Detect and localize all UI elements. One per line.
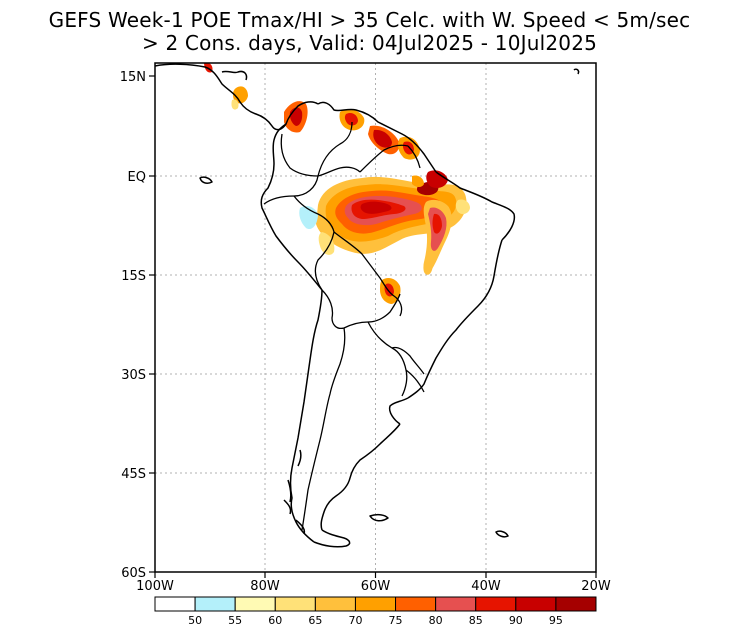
colorbar-label: 80 [429, 614, 443, 627]
colorbar-label: 90 [509, 614, 523, 627]
colorbar-swatch [194, 596, 236, 612]
colorbar-swatch [435, 596, 477, 612]
lat-tick-label: 15S [121, 269, 146, 284]
map-title-line2: > 2 Cons. days, Valid: 04Jul2025 - 10Jul… [141, 31, 598, 55]
colorbar-swatch [274, 596, 316, 612]
colorbar-swatch [234, 596, 276, 612]
colorbar-swatch [154, 596, 196, 612]
axis-ticks [149, 75, 597, 578]
lat-tick-label: 60S [121, 566, 146, 581]
colorbar-label: 50 [188, 614, 202, 627]
colorbar-label: 75 [389, 614, 403, 627]
colorbar-label: 85 [469, 614, 483, 627]
lon-tick-label: 20W [581, 579, 611, 594]
colorbar-swatch [515, 596, 557, 612]
colorbar: 50 55 60 65 70 75 80 85 90 95 [154, 596, 597, 627]
colorbar-swatch [475, 596, 517, 612]
colorbar-label: 95 [549, 614, 563, 627]
colorbar-swatch [555, 596, 597, 612]
colorbar-label: 60 [268, 614, 282, 627]
colorbar-label: 55 [228, 614, 242, 627]
lon-tick-label: 80W [250, 579, 280, 594]
colorbar-label: 65 [308, 614, 322, 627]
lon-tick-label: 100W [136, 579, 174, 594]
colorbar-label: 70 [348, 614, 362, 627]
graticule [155, 63, 596, 572]
lat-tick-label: EQ [128, 170, 146, 185]
lat-tick-label: 15N [120, 70, 146, 85]
colorbar-swatch [354, 596, 397, 612]
lon-tick-label: 60W [361, 579, 391, 594]
probability-shading [204, 63, 470, 304]
map-title-line1: GEFS Week-1 POE Tmax/HI > 35 Celc. with … [48, 8, 691, 32]
lat-tick-label: 45S [121, 467, 146, 482]
colorbar-swatch [314, 596, 356, 612]
lon-tick-label: 40W [471, 579, 501, 594]
colorbar-swatch [395, 596, 437, 612]
lat-tick-label: 30S [121, 368, 146, 383]
coastlines [155, 63, 580, 548]
